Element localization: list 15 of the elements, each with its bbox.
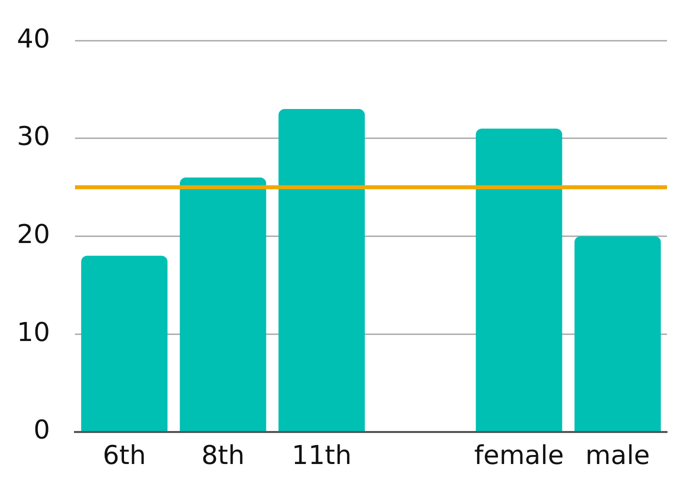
y-tick-label: 0 bbox=[33, 416, 50, 446]
x-tick-label: 11th bbox=[292, 441, 352, 472]
y-tick-label: 10 bbox=[16, 318, 50, 348]
bar bbox=[278, 109, 365, 432]
bar bbox=[81, 256, 168, 432]
bar bbox=[476, 128, 562, 432]
x-tick-label: male bbox=[585, 441, 650, 472]
x-tick-label: female bbox=[474, 441, 564, 472]
bar bbox=[574, 236, 661, 432]
y-tick-label: 40 bbox=[16, 24, 50, 54]
x-tick-label: 8th bbox=[201, 441, 245, 472]
x-tick-label: 6th bbox=[102, 441, 146, 472]
bar bbox=[180, 178, 266, 432]
y-tick-label: 30 bbox=[16, 122, 50, 152]
y-tick-label: 20 bbox=[16, 220, 50, 250]
